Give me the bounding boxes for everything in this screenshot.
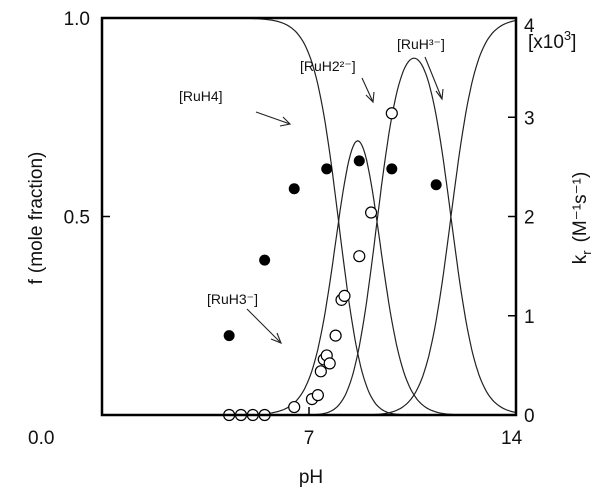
species-label-ruh2: [RuH2²⁻] [300,58,356,74]
left-axis-ticks: 0.5 1.0 [64,9,110,416]
arrow-ruh3 [246,308,282,344]
open-point [311,389,324,402]
x-axis-label: pH [299,467,323,488]
filled-point [430,179,442,191]
x-tick-label: 7 [304,428,315,449]
fraction-curves [102,17,517,416]
open-point [338,289,351,302]
open-point [385,107,398,120]
arrow-ruh2-head [365,91,375,104]
open-point [365,206,378,219]
arrow-ruh2 [361,77,374,103]
right-tick-label: 1 [524,307,535,328]
right-tick-label: 4 [524,16,535,37]
right-tick-label: 2 [524,208,535,229]
fraction-curve-ruh [102,19,517,416]
species-label-ruh4: [RuH4] [179,88,223,104]
open-point [353,250,366,263]
arrow-ruh4-head [279,116,292,127]
right-axis-ticks: 0 1 2 3 4 [508,16,535,427]
filled-point [386,163,398,175]
open-point [288,400,301,414]
filled-point [223,330,235,342]
fraction-curve-ruh3 [102,17,516,416]
fraction-curve-ruh2 [102,57,517,416]
y-axis-label-right: kr(M⁻¹s⁻¹) [570,172,594,265]
filled-point [353,155,365,167]
right-tick-label: 0 [524,406,535,427]
open-point [329,329,342,342]
open-point [323,357,336,370]
x-tick-label: 0.0 [28,428,54,449]
left-tick-label: 1.0 [64,9,90,30]
arrow-ruh [424,56,443,100]
filled-point [288,183,300,195]
species-label-ruh: [RuH³⁻] [397,36,445,52]
right-axis-multiplier: [x103] [528,28,576,53]
right-tick-label: 3 [524,108,535,129]
open-point [314,365,327,378]
plot-frame [100,16,518,417]
x-tick-label: 14 [501,428,523,449]
fraction-curve-ruh4 [102,140,516,416]
arrow-ruh3-head [270,332,282,344]
arrow-ruh-head [435,88,444,101]
x-axis-ticks [101,407,517,415]
filled-point [321,163,333,175]
filled-point [259,254,271,266]
y-axis-label-left: f(mole fraction) [26,152,47,285]
left-tick-label: 0.5 [64,208,90,229]
species-label-ruh3: [RuH3⁻] [207,291,258,307]
arrow-ruh4 [255,111,291,125]
